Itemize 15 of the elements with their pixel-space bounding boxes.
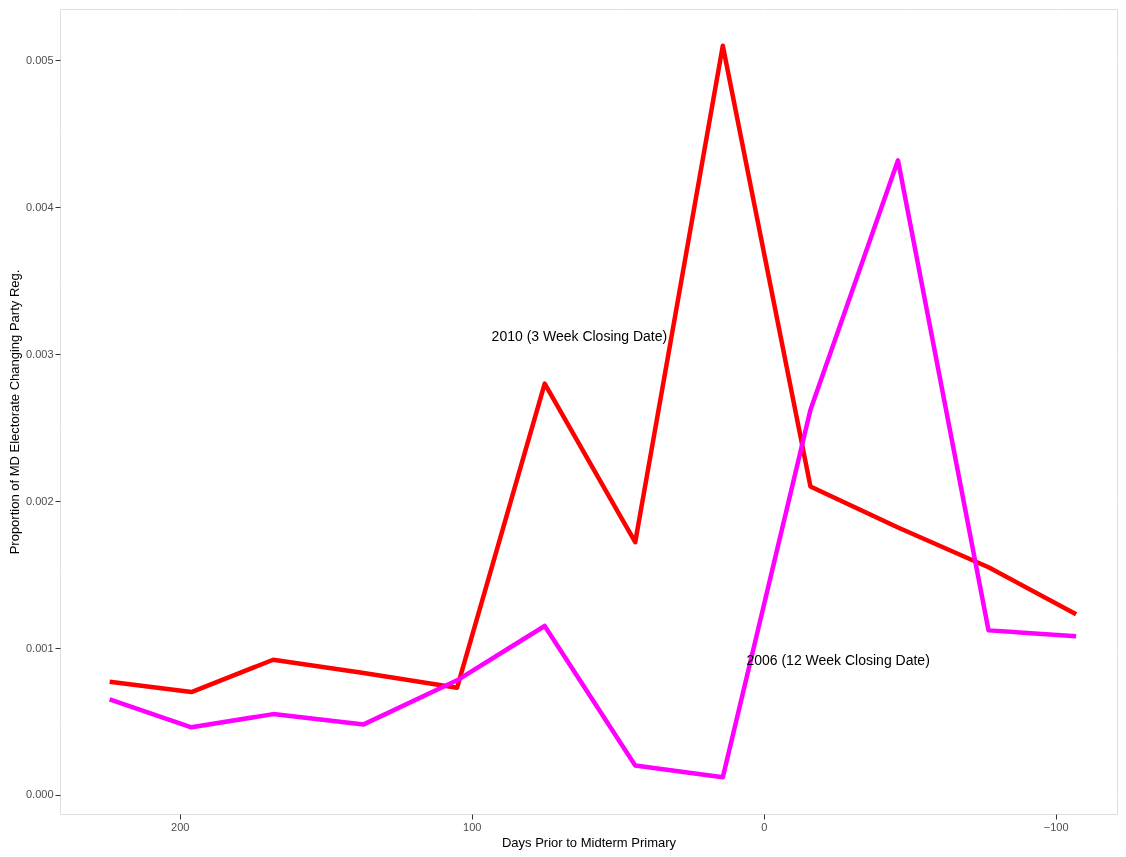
y-tick-label: 0.002 — [25, 494, 54, 507]
x-tick-label: 0 — [761, 820, 768, 833]
x-tick-label: −100 — [1043, 820, 1069, 833]
x-axis-title: Days Prior to Midterm Primary — [501, 834, 677, 850]
line-series — [107, 43, 1079, 695]
line-series — [107, 158, 1079, 780]
x-tick-label: 200 — [171, 820, 190, 833]
annotation: 2010 (3 Week Closing Date) — [491, 328, 668, 345]
y-axis-title: Proportion of MD Electorate Changing Party Reg. — [6, 269, 22, 555]
x-tick-label: 100 — [463, 820, 482, 833]
y-tick-label: 0.003 — [25, 347, 54, 360]
y-tick-label: 0.005 — [25, 53, 54, 66]
y-tick-label: 0.000 — [25, 788, 54, 801]
y-tick-label: 0.004 — [25, 200, 54, 213]
y-tick-label: 0.001 — [25, 641, 54, 654]
